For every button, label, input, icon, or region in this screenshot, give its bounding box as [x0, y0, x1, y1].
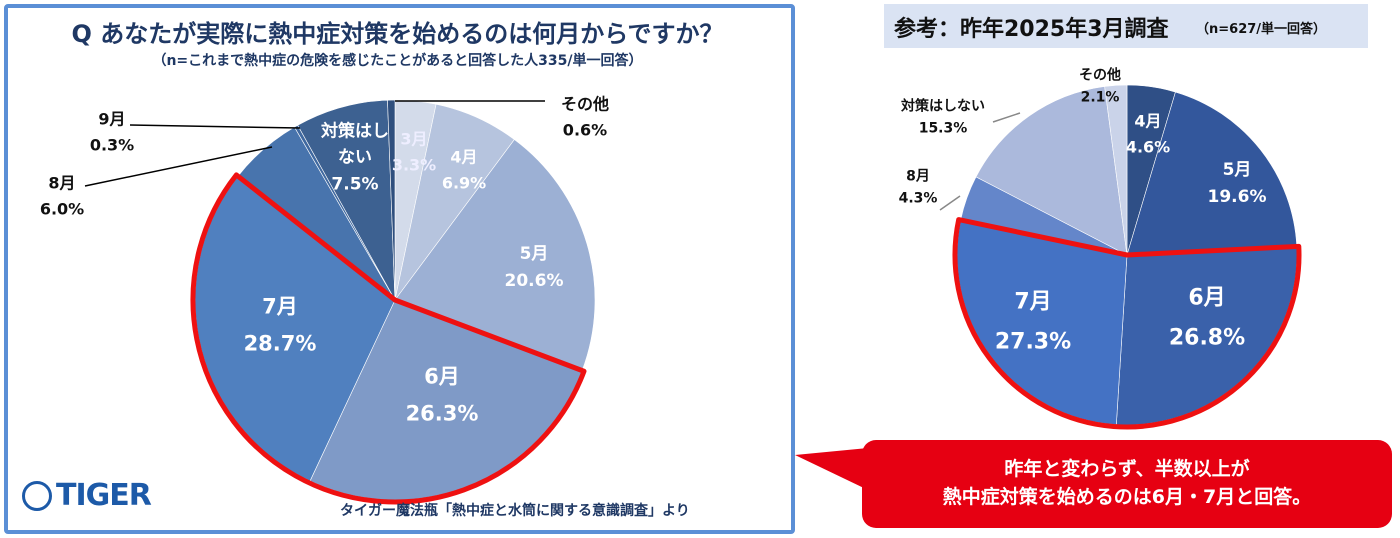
- r-label-none: 対策はしない 15.3%: [901, 98, 985, 137]
- source-note: タイガー魔法瓶「熱中症と水筒に関する意識調査」より: [340, 503, 690, 519]
- r-label-other: その他 2.1%: [1079, 67, 1121, 106]
- leader-8: [84, 146, 273, 187]
- left-chart-frame: [4, 4, 795, 534]
- reference-header: 参考：昨年2025年3月調査 （n=627/単一回答）: [884, 4, 1368, 48]
- tiger-face-icon: [22, 480, 52, 511]
- label-may: 5月 20.6%: [504, 243, 564, 291]
- chart-subtitle: （n=これまで熱中症の危険を感じたことがあると回答した人335/単一回答）: [152, 53, 643, 69]
- callout-pointer: [795, 448, 868, 490]
- reference-title: 参考：昨年2025年3月調査: [894, 17, 1169, 42]
- r-label-may: 5月 19.6%: [1207, 159, 1267, 207]
- left-slice-5月: [394, 139, 596, 371]
- left-slice-その他: [387, 99, 396, 301]
- reference-note: （n=627/単一回答）: [1196, 22, 1327, 37]
- label-jun: 6月 26.3%: [405, 364, 479, 425]
- tiger-logo: TIGER: [22, 478, 152, 513]
- r-label-jul: 7月 27.3%: [994, 289, 1072, 354]
- label-none: 対策はしない 7.5%: [321, 121, 389, 195]
- right-slice-対策はしない: [975, 86, 1128, 256]
- label-apr: 4月 6.9%: [441, 147, 487, 192]
- right-slice-その他: [1104, 84, 1128, 256]
- leader-9: [129, 124, 301, 129]
- callout-line-1: 昨年と変わらず、半数以上が: [1004, 458, 1250, 481]
- label-other: その他 0.6%: [560, 94, 610, 139]
- left-highlight-outline: [190, 172, 587, 505]
- label-mar: 3月 3.3%: [391, 129, 437, 174]
- callout-box: 昨年と変わらず、半数以上が 熱中症対策を始めるのは6月・7月と回答。: [862, 440, 1392, 528]
- r-label-aug: 8月 4.3%: [898, 168, 938, 207]
- right-slice-5月: [1126, 91, 1298, 256]
- right-highlight-outline: [952, 217, 1302, 430]
- r-label-apr: 4月 4.6%: [1125, 111, 1171, 156]
- r-label-jun: 6月 26.8%: [1168, 285, 1246, 350]
- callout-line-2: 熱中症対策を始めるのは6月・7月と回答。: [942, 486, 1312, 508]
- chart-title: Q あなたが実際に熱中症対策を始めるのは何月からですか？: [71, 20, 724, 48]
- leader-8-r: [939, 195, 961, 211]
- label-sep: 9月 0.3%: [89, 109, 135, 154]
- label-aug: 8月 6.0%: [39, 173, 85, 218]
- label-jul: 7月 28.7%: [243, 294, 317, 355]
- leader-none-r: [992, 112, 1021, 123]
